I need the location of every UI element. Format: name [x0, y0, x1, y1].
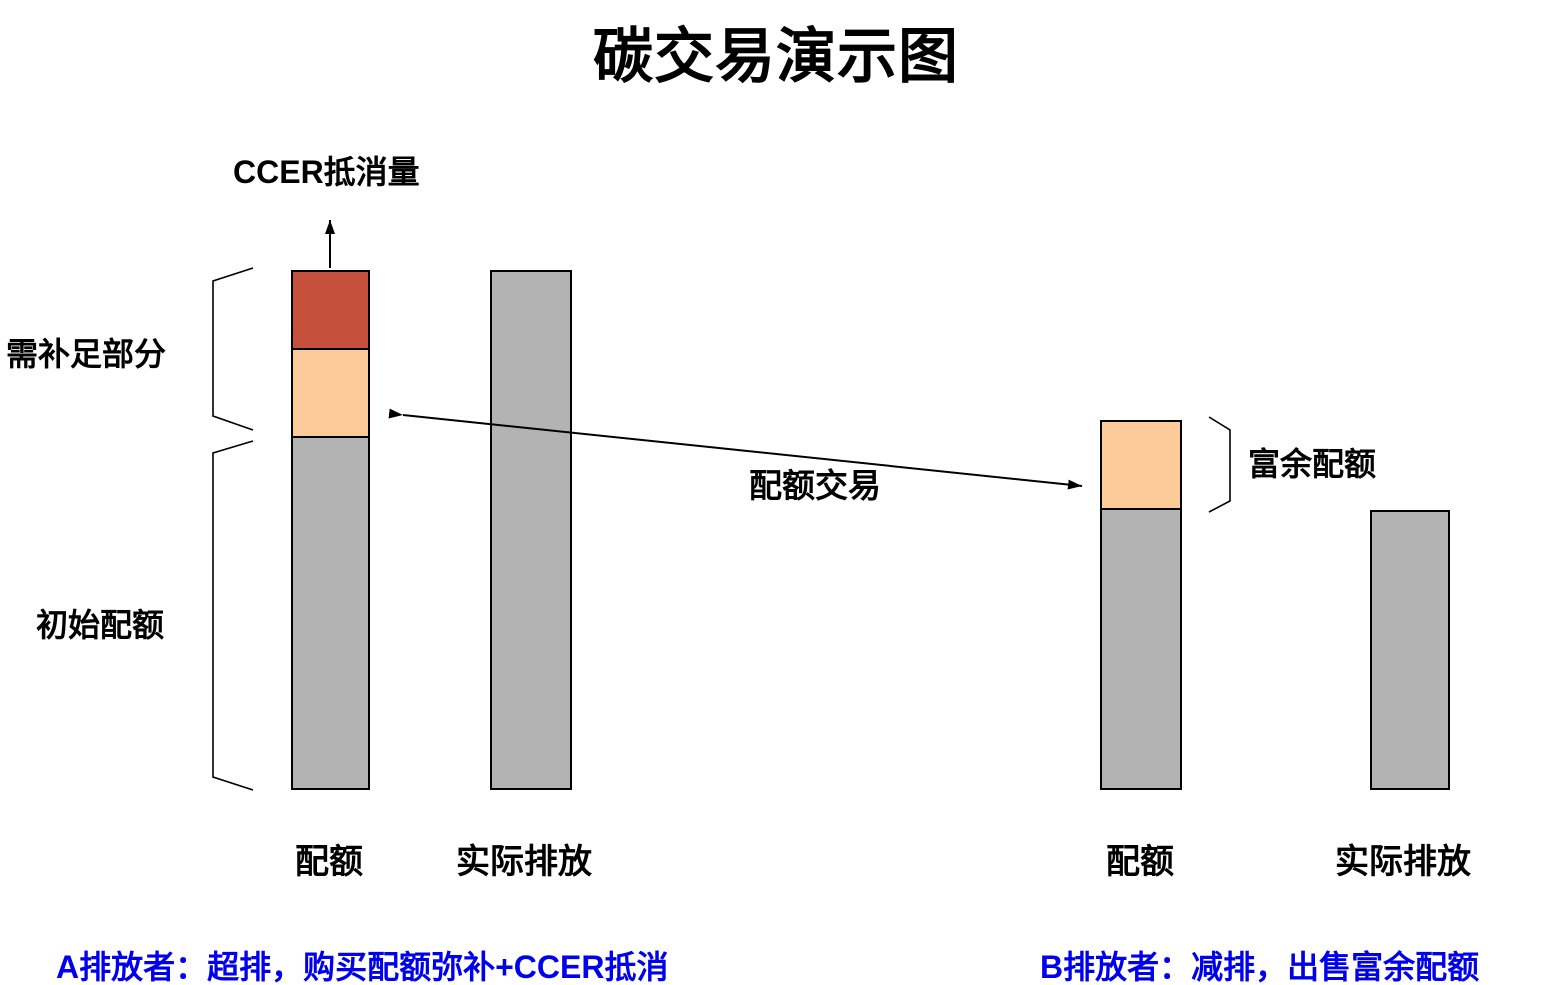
- emitter-b-quota-bar: [1100, 420, 1182, 790]
- surplus-quota-brace-label: 富余配额: [1248, 446, 1377, 482]
- emitter-b-actual-emission-axis-label: 实际排放: [1335, 843, 1471, 881]
- emitter-a-quota-axis-label: 配额: [295, 843, 363, 881]
- emitter-b-actual-emission-bar: [1370, 510, 1450, 790]
- emitter-a-quota-bar: [291, 270, 370, 790]
- ccer-offset-label: CCER抵消量: [233, 154, 420, 190]
- emitter-b-surplus-quota-segment: [1100, 420, 1182, 510]
- emitter-a-purchased-quota-segment: [291, 348, 370, 438]
- initial-quota-brace: [212, 440, 254, 791]
- emitter-a-ccer-offset-segment: [291, 270, 370, 350]
- emitter-a-actual-emission-bar: [490, 270, 572, 790]
- emitter-b-caption: B排放者：减排，出售富余配额: [1040, 949, 1480, 985]
- initial-quota-brace-label: 初始配额: [36, 607, 165, 643]
- emitter-b-quota-axis-label: 配额: [1106, 843, 1174, 881]
- emitter-a-initial-quota-segment: [291, 436, 370, 790]
- surplus-quota-brace: [1208, 416, 1231, 513]
- page-title: 碳交易演示图: [593, 23, 959, 90]
- deficit-brace: [212, 267, 254, 431]
- deficit-brace-label: 需补足部分: [6, 336, 167, 372]
- emitter-b-retained-quota-segment: [1100, 508, 1182, 790]
- emitter-a-caption: A排放者：超排，购买配额弥补+CCER抵消: [56, 949, 669, 985]
- quota-trade-arrow-label: 配额交易: [749, 467, 881, 504]
- emitter-a-actual-emission-axis-label: 实际排放: [456, 843, 592, 881]
